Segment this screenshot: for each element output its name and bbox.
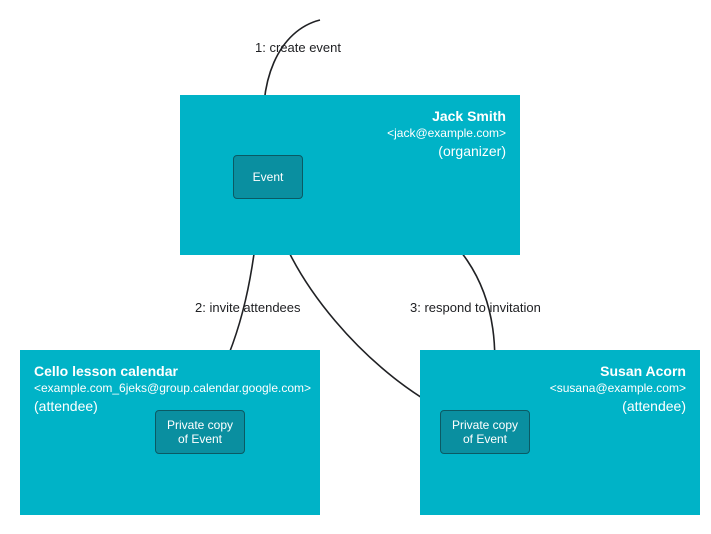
node-copy_cello: Private copy of Event <box>155 410 245 454</box>
node-copy_susan: Private copy of Event <box>440 410 530 454</box>
panel-cello-title: Cello lesson calendar <box>34 362 306 380</box>
label-invite: 2: invite attendees <box>195 300 301 315</box>
panel-susan-title: Susan Acorn <box>550 362 686 380</box>
panel-organizer-role: (organizer) <box>387 142 506 162</box>
panel-susan-role: (attendee) <box>550 397 686 417</box>
node-event: Event <box>233 155 303 199</box>
panel-cello-email: <example.com_6jeks@group.calendar.google… <box>34 380 306 397</box>
panel-organizer-email: <jack@example.com> <box>387 125 506 142</box>
label-respond: 3: respond to invitation <box>410 300 541 315</box>
panel-susan-email: <susana@example.com> <box>550 380 686 397</box>
label-create: 1: create event <box>255 40 341 55</box>
node-copy_cello-label: Private copy of Event <box>167 418 233 447</box>
node-event-label: Event <box>253 170 284 184</box>
node-copy_susan-label: Private copy of Event <box>452 418 518 447</box>
panel-organizer-title: Jack Smith <box>387 107 506 125</box>
panel-organizer: Jack Smith<jack@example.com>(organizer) <box>180 95 520 255</box>
